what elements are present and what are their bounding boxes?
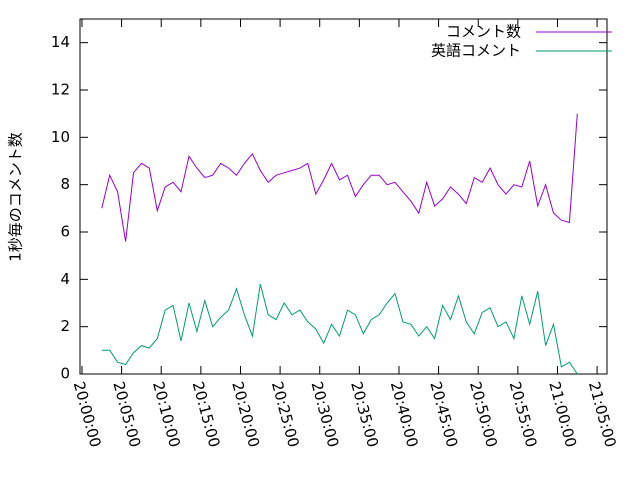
- x-tick-label: 21:00:00: [545, 380, 580, 450]
- x-tick-label: 20:40:00: [387, 380, 422, 450]
- x-tick-label: 20:45:00: [426, 380, 461, 450]
- y-tick-label: 12: [51, 81, 70, 99]
- x-tick-label: 20:50:00: [466, 380, 501, 450]
- x-tick-label: 21:05:00: [585, 380, 620, 450]
- x-tick-label: 20:00:00: [70, 380, 105, 450]
- y-tick-label: 10: [51, 128, 70, 146]
- y-tick-label: 14: [51, 33, 70, 51]
- x-tick-label: 20:35:00: [347, 380, 382, 450]
- x-tick-label: 20:10:00: [149, 380, 184, 450]
- x-tick-label: 20:30:00: [308, 380, 343, 450]
- x-tick-label: 20:05:00: [109, 380, 144, 450]
- series-line: [101, 113, 578, 242]
- legend-label: コメント数: [446, 23, 521, 41]
- x-tick-label: 20:20:00: [228, 380, 263, 450]
- y-tick-label: 8: [60, 175, 70, 193]
- plot-frame: [79, 18, 608, 375]
- y-tick-label: 2: [60, 317, 70, 335]
- y-tick-label: 4: [60, 270, 70, 288]
- x-tick-label: 20:15:00: [189, 380, 224, 450]
- series-line: [101, 283, 578, 375]
- y-tick-label: 0: [60, 365, 70, 383]
- legend-label: 英語コメント: [431, 42, 521, 60]
- y-axis-label: 1秒毎のコメント数: [7, 132, 25, 262]
- x-tick-label: 20:25:00: [268, 380, 303, 450]
- x-tick-label: 20:55:00: [506, 380, 541, 450]
- y-tick-label: 6: [60, 223, 70, 241]
